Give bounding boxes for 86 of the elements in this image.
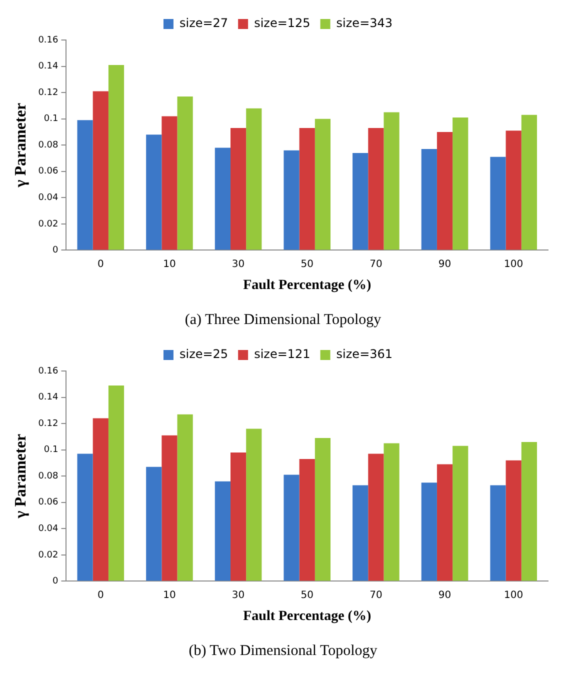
bar — [284, 474, 300, 581]
bar — [230, 452, 246, 581]
bar — [421, 149, 437, 250]
bar — [92, 91, 108, 250]
bar — [506, 130, 522, 250]
x-tick-label: 0 — [97, 590, 104, 601]
bar — [521, 442, 537, 581]
y-tick-label: 0.1 — [44, 445, 58, 456]
y-tick-label: 0.04 — [38, 524, 59, 534]
bar — [108, 64, 124, 250]
legend-label: size=125 — [254, 16, 310, 30]
bar — [352, 485, 368, 581]
bar — [214, 148, 230, 250]
y-tick-label: 0 — [52, 576, 59, 587]
x-tick-label: 100 — [504, 258, 524, 270]
bar — [299, 459, 315, 581]
bar — [490, 156, 506, 250]
x-tick-label: 90 — [438, 258, 452, 270]
bar — [452, 446, 468, 581]
bar — [77, 454, 93, 581]
y-tick-label: 0.04 — [38, 192, 59, 203]
bar — [421, 482, 437, 581]
bar — [299, 128, 315, 250]
y-tick-label: 0.16 — [38, 366, 59, 376]
bar — [162, 435, 178, 581]
legend-label: size=27 — [179, 16, 228, 30]
x-axis-title: Fault Percentage (%) — [243, 609, 372, 624]
bar — [146, 466, 162, 581]
bar — [490, 485, 506, 581]
x-tick-label: 90 — [438, 590, 452, 601]
text: (a) Three Dimensional Topology — [184, 312, 382, 329]
bar — [521, 114, 537, 250]
y-tick-label: 0.12 — [38, 88, 58, 98]
bar — [177, 96, 193, 250]
x-tick-label: 10 — [163, 258, 176, 270]
x-tick-label: 100 — [504, 590, 524, 601]
y-tick-label: 0.12 — [38, 418, 58, 429]
y-tick-label: 0.14 — [38, 392, 59, 403]
text: (b) Two Dimensional Topology — [188, 643, 378, 660]
y-tick-label: 0.16 — [38, 35, 59, 46]
x-tick-label: 0 — [97, 258, 104, 270]
bar — [384, 443, 400, 581]
x-tick-label: 50 — [300, 590, 314, 601]
bar — [452, 118, 468, 250]
x-tick-label: 70 — [370, 258, 382, 270]
y-tick-label: 0.06 — [38, 498, 59, 508]
bar — [177, 414, 193, 581]
bar — [284, 150, 300, 250]
legend-label: size=25 — [179, 347, 228, 362]
bar — [246, 428, 262, 581]
legend-label: size=343 — [336, 16, 393, 30]
bar — [314, 438, 331, 581]
bar — [246, 108, 262, 250]
x-tick-label: 70 — [370, 590, 382, 601]
bar — [162, 116, 178, 250]
bar — [368, 128, 384, 250]
y-tick-label: 0.1 — [44, 114, 58, 124]
x-tick-label: 30 — [232, 258, 245, 270]
y-tick-label: 0.06 — [38, 166, 59, 177]
y-tick-label: 0.08 — [38, 471, 59, 482]
y-axis-title: γ Parameter — [12, 434, 30, 520]
bar — [436, 464, 453, 581]
x-tick-label: 10 — [163, 590, 176, 601]
bar — [108, 385, 124, 581]
bar — [92, 418, 108, 581]
y-tick-label: 0.08 — [38, 140, 59, 150]
legend-label: size=121 — [254, 347, 310, 362]
legend-label: size=361 — [336, 347, 393, 362]
y-tick-label: 0.02 — [38, 550, 58, 560]
bar — [506, 460, 522, 581]
bar — [77, 120, 93, 250]
bar — [230, 128, 246, 250]
y-tick-label: 0 — [52, 246, 59, 256]
x-axis-title: Fault Percentage (%) — [243, 278, 372, 294]
x-tick-label: 50 — [300, 258, 314, 270]
bar — [146, 134, 162, 250]
bar — [368, 454, 384, 581]
x-tick-label: 30 — [232, 590, 245, 601]
bar — [384, 112, 400, 250]
y-axis-title: γ Parameter — [12, 102, 30, 188]
y-tick-label: 0.14 — [38, 62, 59, 72]
y-tick-label: 0.02 — [38, 219, 58, 230]
bar — [214, 481, 230, 581]
bar — [436, 132, 453, 250]
bar — [314, 118, 331, 250]
bar — [352, 152, 368, 250]
